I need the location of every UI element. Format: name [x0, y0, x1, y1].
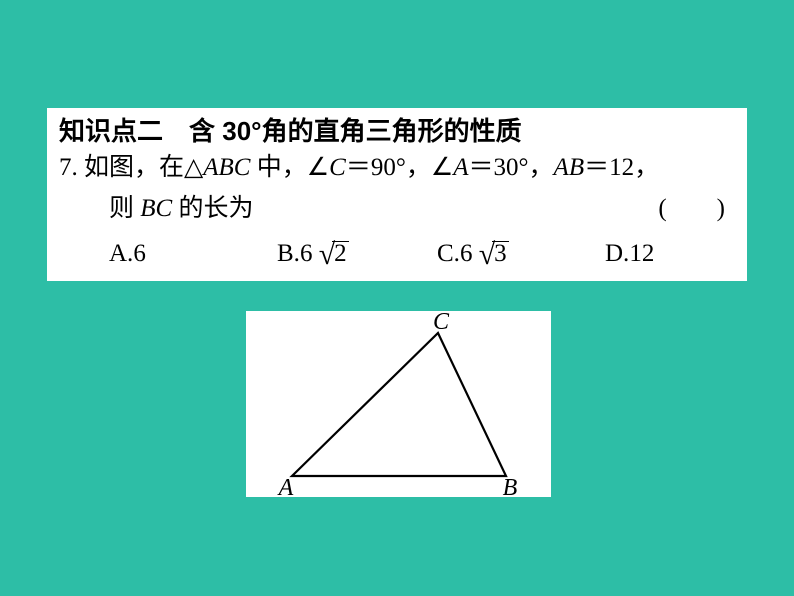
sqrt-2: √2: [319, 241, 349, 265]
vertex-c-label: C: [433, 311, 450, 335]
triangle-figure: C A B: [246, 311, 551, 497]
options-row: A. 6 B. 6 √2 C. 6 √3 D. 12: [59, 230, 735, 271]
opt-b-label: B.: [277, 236, 300, 271]
c-var: C: [329, 154, 346, 181]
opt-d-val: 12: [629, 236, 654, 271]
opt-c-val: 6: [460, 236, 473, 271]
opt-b-val: 6: [300, 236, 313, 271]
radical-icon: √: [479, 243, 495, 267]
vertex-b-label: B: [503, 475, 518, 497]
triangle-symbol: △: [184, 154, 203, 181]
title-prefix: 含: [189, 116, 222, 146]
triangle-shape: [292, 333, 506, 476]
sqrt-3: √3: [479, 241, 509, 265]
t2: 中，: [250, 154, 306, 181]
opt-d-label: D.: [605, 236, 629, 271]
opt-c-label: C.: [437, 236, 460, 271]
eq2: ＝30°，: [469, 154, 554, 181]
eq1: ＝90°，: [346, 154, 431, 181]
section-heading: 知识点二 含 30°角的直角三角形的性质: [59, 116, 735, 147]
option-b: B. 6 √2: [277, 236, 437, 271]
ab-var: AB: [554, 154, 585, 181]
t1: 如图，在: [78, 154, 184, 181]
option-c: C. 6 √3: [437, 236, 605, 271]
l2-prefix: 则: [109, 195, 140, 222]
a-var: A: [453, 154, 468, 181]
triangle-svg: C A B: [246, 311, 551, 497]
opt-a-label: A.: [109, 236, 133, 271]
answer-paren: ( ): [658, 188, 725, 229]
option-a: A. 6: [109, 236, 277, 271]
title-angle: 30°: [222, 116, 261, 146]
bc-var: BC: [140, 195, 172, 222]
opt-a-val: 6: [133, 236, 146, 271]
heading-gap: [163, 116, 189, 146]
vertex-a-label: A: [277, 475, 294, 497]
problem-line-1: 7. 如图，在△ABC 中，∠C＝90°，∠A＝30°，AB＝12，: [59, 147, 735, 188]
eq3: ＝12，: [584, 154, 659, 181]
problem-line-2: 则 BC 的长为 ( ): [59, 188, 735, 229]
angle-sym-1: ∠: [307, 154, 329, 181]
radical-icon: √: [319, 243, 335, 267]
content-box: 知识点二 含 30°角的直角三角形的性质 7. 如图，在△ABC 中，∠C＝90…: [47, 108, 747, 281]
angle-sym-2: ∠: [431, 154, 453, 181]
option-d: D. 12: [605, 236, 654, 271]
abc: ABC: [203, 154, 250, 181]
problem-number: 7.: [59, 154, 78, 181]
title-suffix: 角的直角三角形的性质: [262, 116, 522, 146]
kp-label: 知识点二: [59, 116, 163, 146]
l2-suffix: 的长为: [172, 195, 253, 222]
